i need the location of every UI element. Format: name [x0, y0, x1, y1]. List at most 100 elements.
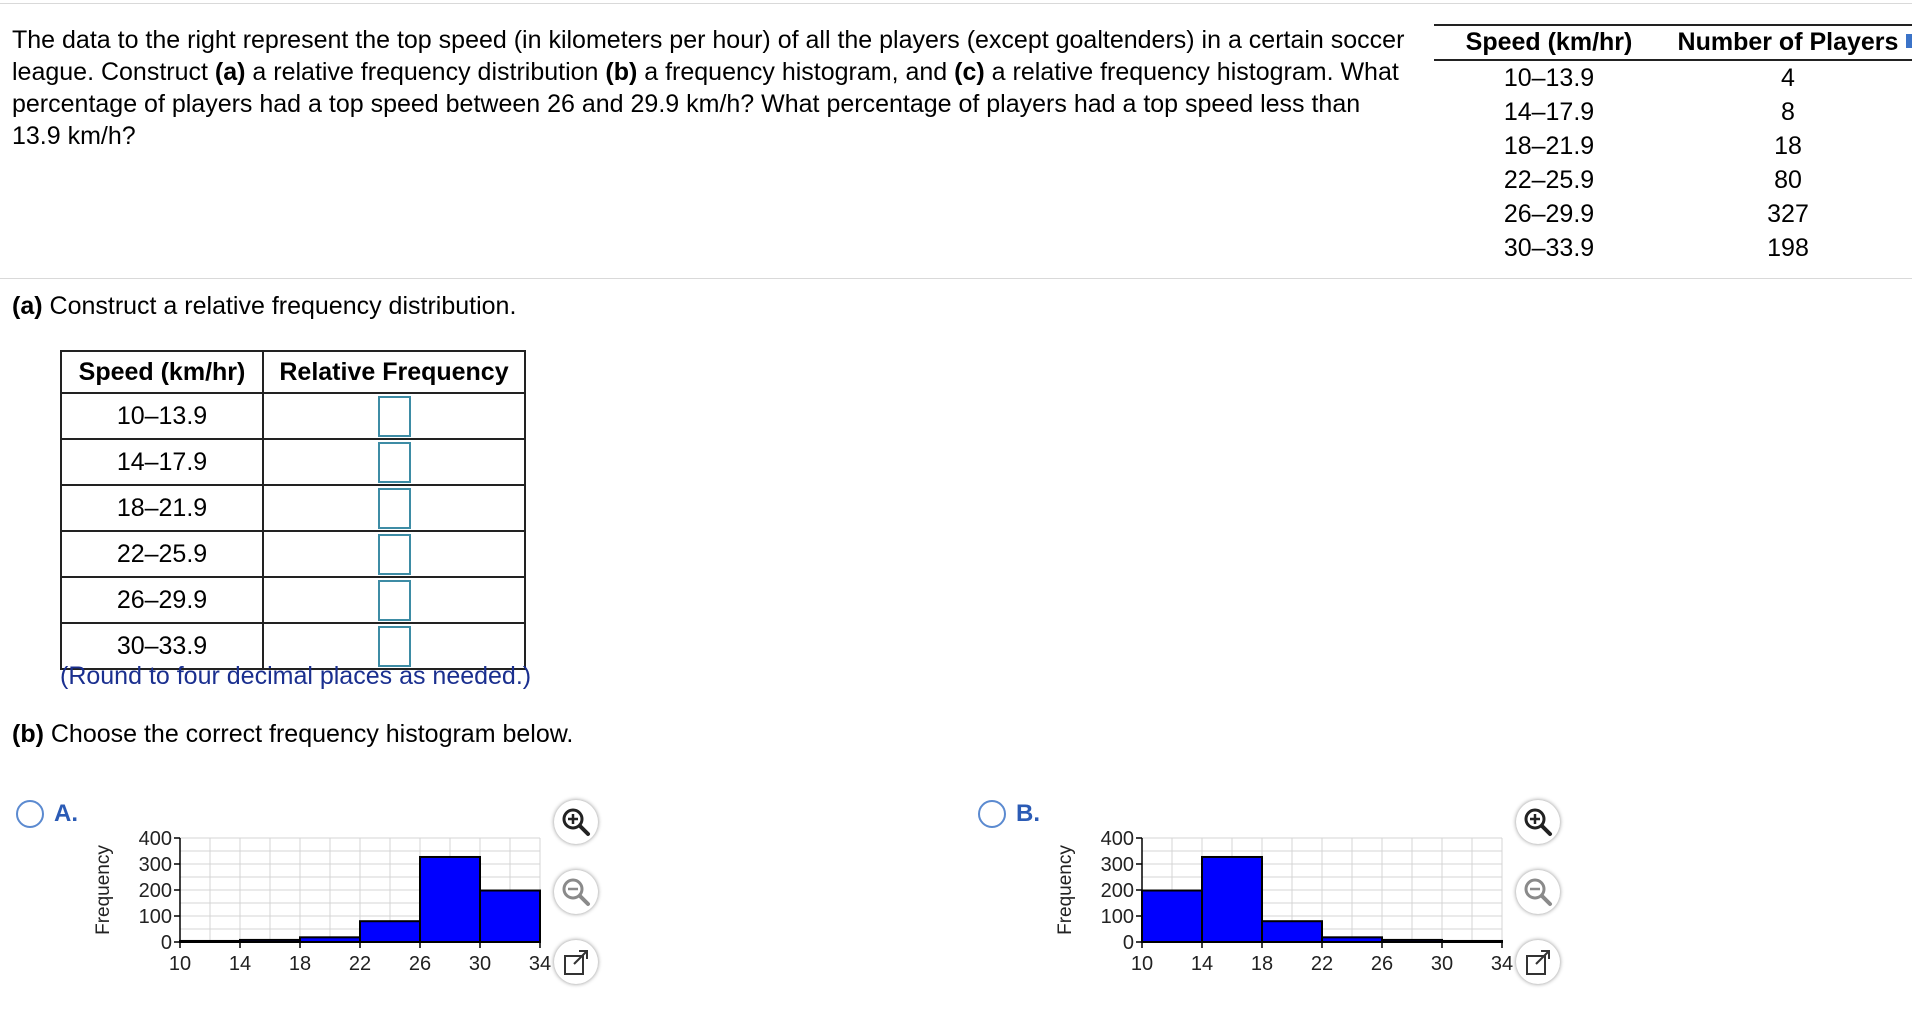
histogram-bar — [1141, 889, 1203, 943]
intro-text-3: a frequency histogram, and — [637, 58, 955, 86]
zoom-out-button-b[interactable] — [1516, 870, 1560, 914]
x-tick-label: 26 — [1371, 953, 1393, 975]
scroll-indicator[interactable] — [1906, 34, 1912, 48]
intro-text-1: The data to the right represent the top … — [12, 26, 1405, 86]
zoom-in-button-b[interactable] — [1516, 800, 1560, 844]
rounding-note: (Round to four decimal places as needed.… — [60, 662, 532, 690]
data-header-players: Number of Players — [1664, 24, 1912, 61]
intro-bold-b: (b) — [605, 58, 638, 86]
popout-button-b[interactable] — [1516, 940, 1560, 984]
speed-cell: 18–21.9 — [1503, 131, 1595, 160]
count-cell: 4 — [1781, 63, 1795, 92]
part-a-title: (a) Construct a relative frequency distr… — [12, 292, 516, 321]
table-row: 18–21.9 18 — [1434, 129, 1912, 163]
x-tick-label: 30 — [469, 953, 491, 975]
option-b-label: B. — [1016, 800, 1040, 827]
intro-bold-c: (c) — [954, 58, 985, 86]
x-tick-label: 30 — [1431, 953, 1453, 975]
speed-cell: 10–13.9 — [1503, 63, 1595, 92]
y-tick-label: 400 — [1101, 828, 1134, 850]
rf-header-speed: Speed (km/hr) — [60, 350, 264, 394]
histogram-bar — [359, 920, 421, 943]
histogram-bar — [1261, 920, 1323, 943]
y-axis-label: Frequency — [1057, 845, 1076, 935]
relative-frequency-table: Speed (km/hr) Relative Frequency 10–13.9… — [60, 350, 526, 670]
x-tick-label: 18 — [289, 953, 311, 975]
intro-text-4: a relative frequency histogram. What per… — [12, 58, 1399, 150]
count-cell: 327 — [1767, 199, 1809, 228]
option-a-label: A. — [54, 800, 78, 827]
histogram-a: 0 100 200 300 400 10 14 18 22 26 30 34 Frequency — [93, 820, 555, 1021]
y-tick-label: 0 — [161, 932, 172, 954]
table-row: 18–21.9 — [60, 484, 526, 532]
y-tick-label: 200 — [1101, 880, 1134, 902]
rf-answer-cell — [262, 438, 526, 486]
part-b-title: (b) Choose the correct frequency histogr… — [12, 720, 573, 749]
y-tick-label: 100 — [139, 906, 172, 928]
problem-statement: The data to the right represent the top … — [12, 24, 1412, 152]
rf-answer-cell — [262, 392, 526, 440]
answer-input[interactable] — [377, 487, 411, 529]
x-tick-label: 10 — [1131, 953, 1153, 975]
answer-input[interactable] — [377, 579, 411, 621]
table-row: 26–29.9 327 — [1434, 197, 1912, 231]
popout-button-a[interactable] — [554, 940, 598, 984]
table-row: 14–17.9 8 — [1434, 95, 1912, 129]
x-tick-label: 34 — [529, 953, 551, 975]
histogram-bar — [479, 889, 541, 943]
zoom-in-icon — [1524, 808, 1552, 836]
speed-cell: 14–17.9 — [1503, 97, 1595, 126]
rf-answer-cell — [262, 576, 526, 624]
zoom-in-button-a[interactable] — [554, 800, 598, 844]
part-a-label: (a) — [12, 292, 43, 320]
zoom-out-button-a[interactable] — [554, 870, 598, 914]
rf-answer-cell — [262, 622, 526, 670]
answer-input[interactable] — [377, 533, 411, 575]
rf-speed-cell: 10–13.9 — [60, 392, 264, 440]
histogram-b: 0 100 200 300 400 10 14 18 22 26 30 34 Frequency — [1055, 820, 1517, 1021]
y-tick-label: 100 — [1101, 906, 1134, 928]
y-tick-label: 0 — [1123, 932, 1134, 954]
rf-speed-cell: 22–25.9 — [60, 530, 264, 578]
count-cell: 18 — [1774, 131, 1802, 160]
table-row: 10–13.9 — [60, 392, 526, 440]
data-header-speed: Speed (km/hr) — [1434, 24, 1664, 61]
y-tick-label: 400 — [139, 828, 172, 850]
rf-answer-cell — [262, 530, 526, 578]
rf-answer-cell — [262, 484, 526, 532]
table-row: 14–17.9 — [60, 438, 526, 486]
histogram-b-svg: 0 100 200 300 400 10 14 18 22 26 30 34 Frequency — [1055, 828, 1513, 975]
count-cell: 8 — [1781, 97, 1795, 126]
speed-cell: 26–29.9 — [1503, 199, 1595, 228]
rf-speed-cell: 30–33.9 — [60, 622, 264, 670]
speed-data-table: Speed (km/hr) Number of Players 10–13.9 4… — [1434, 24, 1912, 265]
popout-icon — [1526, 950, 1550, 975]
x-tick-label: 14 — [1191, 953, 1213, 975]
speed-cell: 22–25.9 — [1503, 165, 1595, 194]
zoom-out-icon — [1524, 878, 1552, 906]
option-b-radio[interactable] — [978, 800, 1006, 828]
part-b-label: (b) — [12, 720, 44, 748]
option-a-radio[interactable] — [16, 800, 44, 828]
histogram-bar — [1201, 855, 1263, 943]
speed-cell: 30–33.9 — [1503, 233, 1595, 262]
histogram-a-svg: 0 100 200 300 400 10 14 18 22 26 30 34 Frequency — [93, 828, 551, 975]
part-a-text: Construct a relative frequency distribut… — [42, 292, 517, 320]
part-b-text: Choose the correct frequency histogram b… — [43, 720, 574, 748]
table-row: 22–25.9 80 — [1434, 163, 1912, 197]
section-divider — [0, 278, 1912, 279]
table-row: 26–29.9 — [60, 576, 526, 624]
intro-bold-a: (a) — [214, 58, 246, 86]
answer-input[interactable] — [377, 395, 411, 437]
rf-header-relative-frequency: Relative Frequency — [262, 350, 526, 394]
answer-input[interactable] — [377, 625, 411, 667]
table-row: 22–25.9 — [60, 530, 526, 578]
x-tick-label: 22 — [1311, 953, 1333, 975]
y-tick-label: 300 — [139, 854, 172, 876]
histogram-bar — [419, 855, 481, 943]
answer-input[interactable] — [377, 441, 411, 483]
x-tick-label: 34 — [1491, 953, 1513, 975]
zoom-out-icon — [562, 878, 590, 906]
x-tick-label: 26 — [409, 953, 431, 975]
x-tick-label: 14 — [229, 953, 251, 975]
